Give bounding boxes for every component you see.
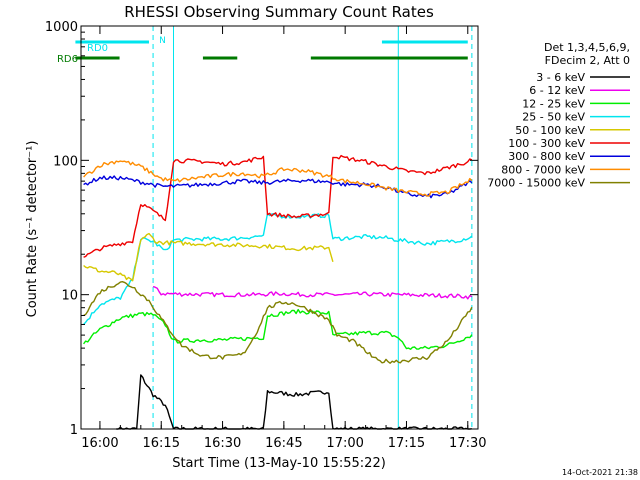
legend-header-line2: FDecim 2, Att 0 [545,54,630,67]
y-tick-label-2: 100 [53,154,78,169]
y-tick-label-3: 1000 [45,20,78,35]
legend-label-1: 6 - 12 keV [529,84,585,97]
series-line-7 [83,160,473,197]
legend-label-8: 7000 - 15000 keV [487,177,585,190]
y-tick-label-0: 1 [70,423,78,438]
x-tick-label-6: 17:30 [449,436,486,451]
series-line-0 [116,374,472,430]
legend-header-line1: Det 1,3,4,5,6,9, [544,41,630,54]
y-tick-label-1: 10 [61,289,78,304]
x-tick-label-4: 17:00 [326,436,363,451]
footer-date: 14-Oct-2021 21:38 [562,468,638,477]
series-line-1 [152,285,473,300]
rd-flags: RD0 RD6 N [57,36,468,65]
legend-label-5: 100 - 300 keV [508,137,585,150]
x-axis-label: Start Time (13-May-10 15:55:22) [172,456,386,471]
legend-label-6: 300 - 800 keV [508,150,585,163]
series-line-3 [83,212,473,325]
y-axis-label: Count Rate (s⁻¹ detector⁻¹) [25,141,40,318]
rd6-label: RD6 [57,54,78,65]
chart-title: RHESSI Observing Summary Count Rates [124,3,434,21]
legend-label-7: 800 - 7000 keV [501,163,585,176]
series-line-5 [83,154,473,258]
legend-label-4: 50 - 100 keV [515,124,585,137]
series-line-6 [83,175,473,199]
rd0-label: RD0 [87,43,108,54]
x-tick-label-1: 16:15 [143,436,180,451]
n-label: N [159,36,166,46]
series-line-4 [83,232,334,282]
axes: 16:00 16:15 16:30 16:45 17:00 17:15 17:30 1 10 10… [45,20,487,451]
series-line-2 [83,308,473,350]
legend: Det 1,3,4,5,6,9, FDecim 2, Att 0 3 - 6 k… [487,41,630,190]
x-tick-label-0: 16:00 [81,436,118,451]
x-tick-label-5: 17:15 [388,436,425,451]
series-line-8 [83,281,473,364]
legend-label-0: 3 - 6 keV [536,71,585,84]
legend-label-3: 25 - 50 keV [522,111,585,124]
legend-label-2: 12 - 25 keV [522,97,585,110]
vertical-markers [152,26,473,429]
x-tick-label-2: 16:30 [204,436,241,451]
plot-frame [80,25,479,430]
series-layer [83,154,473,430]
x-tick-label-3: 16:45 [265,436,302,451]
